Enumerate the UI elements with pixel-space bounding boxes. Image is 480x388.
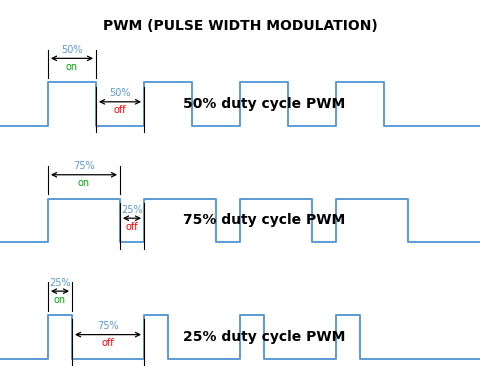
Text: off: off xyxy=(126,222,138,232)
Text: 75%: 75% xyxy=(73,161,95,171)
Text: 50% duty cycle PWM: 50% duty cycle PWM xyxy=(183,97,345,111)
Text: 50%: 50% xyxy=(61,45,83,55)
Text: PWM (PULSE WIDTH MODULATION): PWM (PULSE WIDTH MODULATION) xyxy=(103,19,377,33)
Text: on: on xyxy=(78,178,90,188)
Text: 25%: 25% xyxy=(121,205,143,215)
Text: 25%: 25% xyxy=(49,278,71,288)
Text: 50%: 50% xyxy=(109,88,131,98)
Text: on: on xyxy=(66,62,78,72)
Text: on: on xyxy=(54,294,66,305)
Text: 25% duty cycle PWM: 25% duty cycle PWM xyxy=(183,330,345,344)
Text: 75% duty cycle PWM: 75% duty cycle PWM xyxy=(183,213,345,227)
Text: off: off xyxy=(102,338,114,348)
Text: 75%: 75% xyxy=(97,321,119,331)
Text: off: off xyxy=(114,105,126,115)
